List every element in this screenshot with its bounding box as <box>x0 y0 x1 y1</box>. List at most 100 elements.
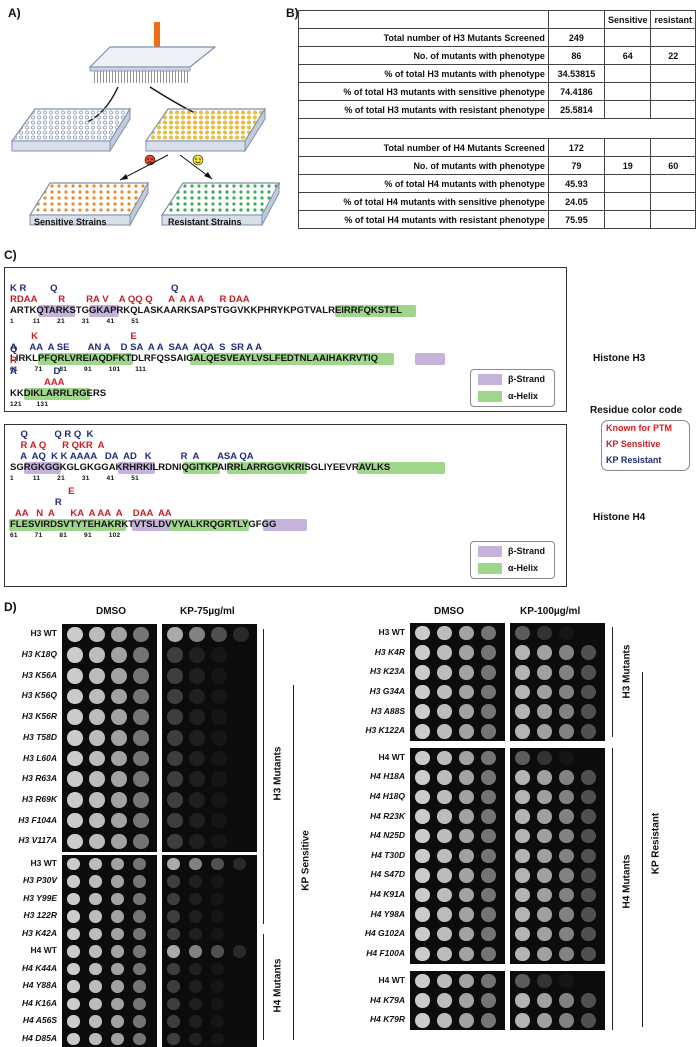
colony-spot <box>515 789 530 805</box>
table-cell <box>603 192 652 211</box>
colony-spot <box>515 704 530 719</box>
strand-swatch <box>478 546 502 557</box>
strain-label: H3 WT <box>378 626 405 637</box>
colony-spot <box>437 828 452 844</box>
colony-spot <box>133 771 149 788</box>
colony-spot <box>211 792 227 808</box>
colony-spot <box>167 1032 180 1045</box>
colony-spot <box>67 771 83 788</box>
strain-label: H3 K56R <box>22 711 57 722</box>
colony-spot <box>437 724 452 739</box>
left-h4-label: H4 Mutants <box>272 958 284 1013</box>
colony-spot <box>133 812 149 829</box>
table-cell <box>603 64 652 83</box>
colony-spot <box>459 887 474 903</box>
colony-spot <box>415 645 430 660</box>
table-cell <box>547 10 605 29</box>
strand-highlight <box>23 462 61 474</box>
colony-spot <box>481 926 496 942</box>
colony-spot <box>515 993 530 1008</box>
strain-label: H4 H18Q <box>369 791 405 801</box>
table-cell: 60 <box>650 156 696 175</box>
residue-numbers: 1 11 21 31 41 51 <box>10 318 140 325</box>
colony-spot <box>537 684 552 700</box>
helix-highlight <box>335 305 416 317</box>
colony-spot <box>415 828 430 844</box>
colony-spot <box>89 997 102 1010</box>
colony-spot <box>133 875 146 888</box>
colony-spot <box>211 945 224 958</box>
right-side-bracket <box>642 672 643 1027</box>
colony-spot <box>89 833 105 850</box>
colony-spot <box>437 684 452 700</box>
table-cell: 172 <box>547 138 605 157</box>
mutation-annotation: AA N A KA A AA A DAA AA <box>10 508 172 519</box>
colony-spot <box>233 963 246 976</box>
colony-spot <box>133 980 146 993</box>
histone-h4-box <box>4 424 567 587</box>
colony-spot <box>515 973 530 989</box>
colony-spot <box>233 1015 246 1028</box>
strand-highlight <box>38 305 76 317</box>
colony-spot <box>481 684 496 700</box>
left-dmso-label: DMSO <box>96 606 126 617</box>
colony-spot <box>537 993 552 1008</box>
strain-label: H3 P30V <box>22 875 57 886</box>
colony-spot <box>89 962 102 975</box>
colony-spot <box>459 993 474 1008</box>
colony-spot <box>211 927 224 940</box>
colony-spot <box>89 892 102 905</box>
colony-spot <box>211 1015 224 1028</box>
helix-highlight <box>9 519 126 531</box>
panel-label-d: D) <box>4 600 17 614</box>
colony-spot <box>459 973 474 989</box>
colony-spot <box>189 857 202 870</box>
colony-spot <box>133 626 149 643</box>
strain-label: H3 K42A <box>22 927 57 938</box>
colony-spot <box>481 993 496 1008</box>
colony-spot <box>481 664 496 680</box>
helix-highlight <box>168 519 250 531</box>
colony-spot <box>537 907 552 922</box>
strain-label: H3 A88S <box>370 705 405 716</box>
colony-spot <box>481 724 496 739</box>
colony-spot <box>559 684 574 700</box>
sequence-row: KKDIKLARRLRGERS <box>10 388 107 399</box>
colony-spot <box>415 848 430 864</box>
colony-spot <box>537 750 552 766</box>
colony-spot <box>559 664 574 680</box>
colony-spot <box>111 688 127 705</box>
color-code-title: Residue color code <box>590 405 683 416</box>
colony-spot <box>233 945 246 958</box>
colony-spot <box>233 730 249 746</box>
colony-spot <box>559 993 574 1008</box>
colony-spot <box>515 848 530 864</box>
colony-spot <box>189 667 205 684</box>
h3-structure-legend <box>470 369 555 407</box>
colony-spot <box>581 993 596 1008</box>
table-row: Total number of H3 Mutants Screened 249 <box>298 28 696 47</box>
left-h3-bracket <box>263 629 264 924</box>
table-cell <box>603 174 652 193</box>
strain-label: H4 WT <box>30 945 57 956</box>
colony-spot <box>67 812 83 829</box>
colony-spot <box>537 887 552 903</box>
colony-spot <box>133 997 146 1010</box>
strain-label: H4 Y98A <box>370 908 405 919</box>
table-cell: % of total H3 mutants with sensitive phe… <box>298 82 549 101</box>
table-cell: Sensitive <box>603 10 652 29</box>
strand-highlight <box>117 462 155 474</box>
colony-spot <box>559 1012 574 1028</box>
helix-highlight <box>38 353 134 365</box>
colony-spot <box>67 875 80 888</box>
colony-spot <box>189 771 205 788</box>
colony-spot <box>559 625 574 641</box>
colony-spot <box>167 997 180 1010</box>
colony-spot <box>133 892 146 905</box>
colony-spot <box>515 946 530 962</box>
table-row: % of total H4 mutants with sensitive phe… <box>298 192 696 211</box>
strain-label: H3 V117A <box>18 835 57 846</box>
colony-spot <box>67 857 80 870</box>
colony-spot <box>67 910 80 923</box>
colony-spot <box>167 910 180 923</box>
